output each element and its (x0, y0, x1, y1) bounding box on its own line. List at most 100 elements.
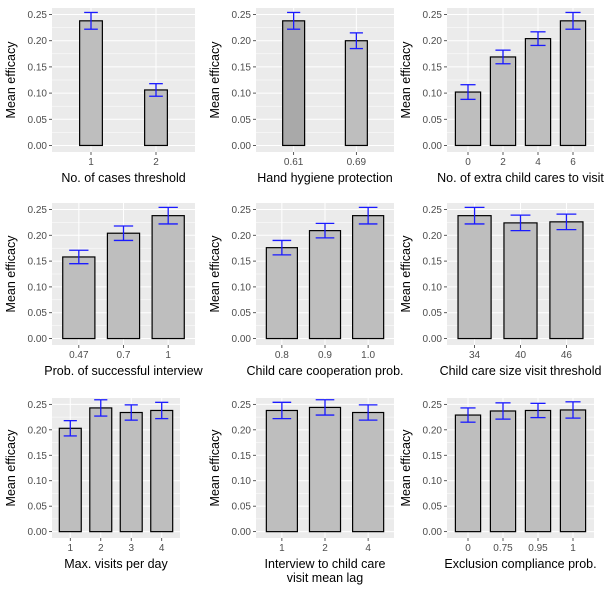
x-axis-title: visit mean lag (287, 571, 363, 585)
y-axis-title: Mean efficacy (208, 41, 222, 119)
bar-0 (454, 91, 482, 147)
bar-2 (308, 406, 342, 533)
bar-0.69 (344, 40, 368, 147)
y-tick-label: 0.15 (28, 451, 48, 462)
x-tick-label: 1 (88, 157, 94, 168)
bar-1 (58, 427, 82, 533)
y-tick-label: 0.05 (28, 502, 48, 513)
bar-40 (503, 222, 538, 340)
y-tick-label: 0.15 (423, 62, 443, 73)
y-tick-label: 0.10 (232, 476, 252, 487)
y-tick-label: 0.25 (423, 205, 443, 216)
y-tick-label: 0.05 (232, 502, 252, 513)
y-tick-label: 0.00 (28, 527, 48, 538)
y-tick-label: 0.10 (232, 282, 252, 293)
chart-panel-8: 0.00 0.05 0.10 0.15 0.20 0.25 1 2 4 Interview to … (208, 398, 394, 585)
y-tick-label: 0.15 (28, 62, 48, 73)
y-axis-title: Mean efficacy (399, 429, 413, 507)
y-tick-label: 0.25 (232, 400, 252, 411)
x-axis-title: Max. visits per day (64, 557, 168, 571)
x-axis-title: No. of extra child cares to visit (437, 171, 604, 185)
y-tick-label: 0.15 (423, 257, 443, 268)
y-tick-label: 0.05 (423, 115, 443, 126)
x-tick-label: 2 (153, 157, 159, 168)
y-tick-label: 0.25 (232, 10, 252, 21)
y-tick-label: 0.00 (232, 527, 252, 538)
y-tick-label: 0.15 (232, 451, 252, 462)
chart-panel-9: 0.00 0.05 0.10 0.15 0.20 0.25 0 0.75 0.95 1 Exclus… (399, 398, 597, 571)
x-axis-title: No. of cases threshold (61, 171, 185, 185)
bar-1 (79, 20, 103, 147)
y-tick-label: 0.10 (28, 89, 48, 100)
y-tick-label: 0.15 (423, 451, 443, 462)
x-tick-label: 46 (561, 350, 573, 361)
bar-2 (144, 89, 168, 147)
x-tick-label: 3 (128, 543, 134, 554)
y-tick-label: 0.10 (28, 282, 48, 293)
x-tick-label: 1 (570, 543, 576, 554)
x-axis-title: Child care cooperation prob. (246, 364, 403, 378)
x-tick-label: 1 (165, 350, 171, 361)
bar-3 (119, 411, 143, 533)
y-tick-label: 0.10 (28, 476, 48, 487)
bar-0.8 (265, 247, 299, 340)
y-tick-label: 0.25 (28, 205, 48, 216)
y-tick-label: 0.10 (423, 476, 443, 487)
y-tick-label: 0.05 (232, 115, 252, 126)
bar-0.7 (106, 232, 141, 340)
y-tick-label: 0.15 (28, 257, 48, 268)
chart-panel-7: 0.00 0.05 0.10 0.15 0.20 0.25 1 2 3 4 Max. visits … (4, 398, 180, 571)
bar-6 (559, 20, 587, 147)
y-tick-label: 0.25 (423, 400, 443, 411)
chart-panel-4: 0.00 0.05 0.10 0.15 0.20 0.25 0.47 0.7 1 Prob. of… (4, 203, 204, 378)
y-tick-label: 0.05 (423, 308, 443, 319)
y-tick-label: 0.25 (423, 10, 443, 21)
x-tick-label: 0.9 (318, 350, 332, 361)
y-axis-title: Mean efficacy (4, 429, 18, 507)
x-tick-label: 2 (322, 543, 328, 554)
bar-1.0 (352, 215, 385, 340)
x-axis-title: Interview to child care (265, 557, 386, 571)
x-tick-label: 0.8 (275, 350, 289, 361)
bar-4 (524, 38, 552, 147)
y-tick-label: 0.00 (423, 527, 443, 538)
x-tick-label: 2 (500, 157, 506, 168)
y-tick-label: 0.00 (28, 141, 48, 152)
x-tick-label: 2 (98, 543, 104, 554)
bar-1 (559, 409, 587, 533)
x-axis-title: Exclusion compliance prob. (444, 557, 596, 571)
y-tick-label: 0.20 (28, 231, 48, 242)
y-tick-label: 0.05 (423, 502, 443, 513)
x-tick-label: 4 (159, 543, 165, 554)
y-axis-title: Mean efficacy (208, 429, 222, 507)
y-axis-title: Mean efficacy (399, 41, 413, 119)
x-tick-label: 0.61 (284, 157, 304, 168)
y-axis-title: Mean efficacy (208, 235, 222, 313)
x-tick-label: 1 (68, 543, 74, 554)
x-tick-label: 6 (570, 157, 576, 168)
bar-0.61 (282, 20, 306, 147)
x-tick-label: 0.69 (347, 157, 367, 168)
bar-2 (489, 56, 517, 147)
bar-0.95 (524, 409, 552, 533)
x-tick-label: 1 (279, 543, 285, 554)
bar-0.75 (489, 410, 517, 533)
y-tick-label: 0.00 (232, 334, 252, 345)
y-tick-label: 0.20 (423, 231, 443, 242)
x-tick-label: 4 (535, 157, 541, 168)
bar-4 (352, 411, 385, 533)
chart-panel-5: 0.00 0.05 0.10 0.15 0.20 0.25 0.8 0.9 1.0 Child c… (208, 203, 404, 378)
y-tick-label: 0.10 (423, 89, 443, 100)
x-tick-label: 34 (469, 350, 481, 361)
x-axis-title: Hand hygiene protection (257, 171, 393, 185)
x-tick-label: 4 (365, 543, 371, 554)
bar-1 (265, 409, 299, 533)
y-tick-label: 0.05 (28, 308, 48, 319)
y-axis-title: Mean efficacy (4, 235, 18, 313)
bar-1 (151, 215, 185, 340)
y-tick-label: 0.00 (423, 141, 443, 152)
x-axis-title: Child care size visit threshold (440, 364, 602, 378)
x-tick-label: 0.7 (117, 350, 131, 361)
chart-panel-6: 0.00 0.05 0.10 0.15 0.20 0.25 34 40 46 Child care… (399, 203, 601, 378)
y-tick-label: 0.20 (232, 425, 252, 436)
